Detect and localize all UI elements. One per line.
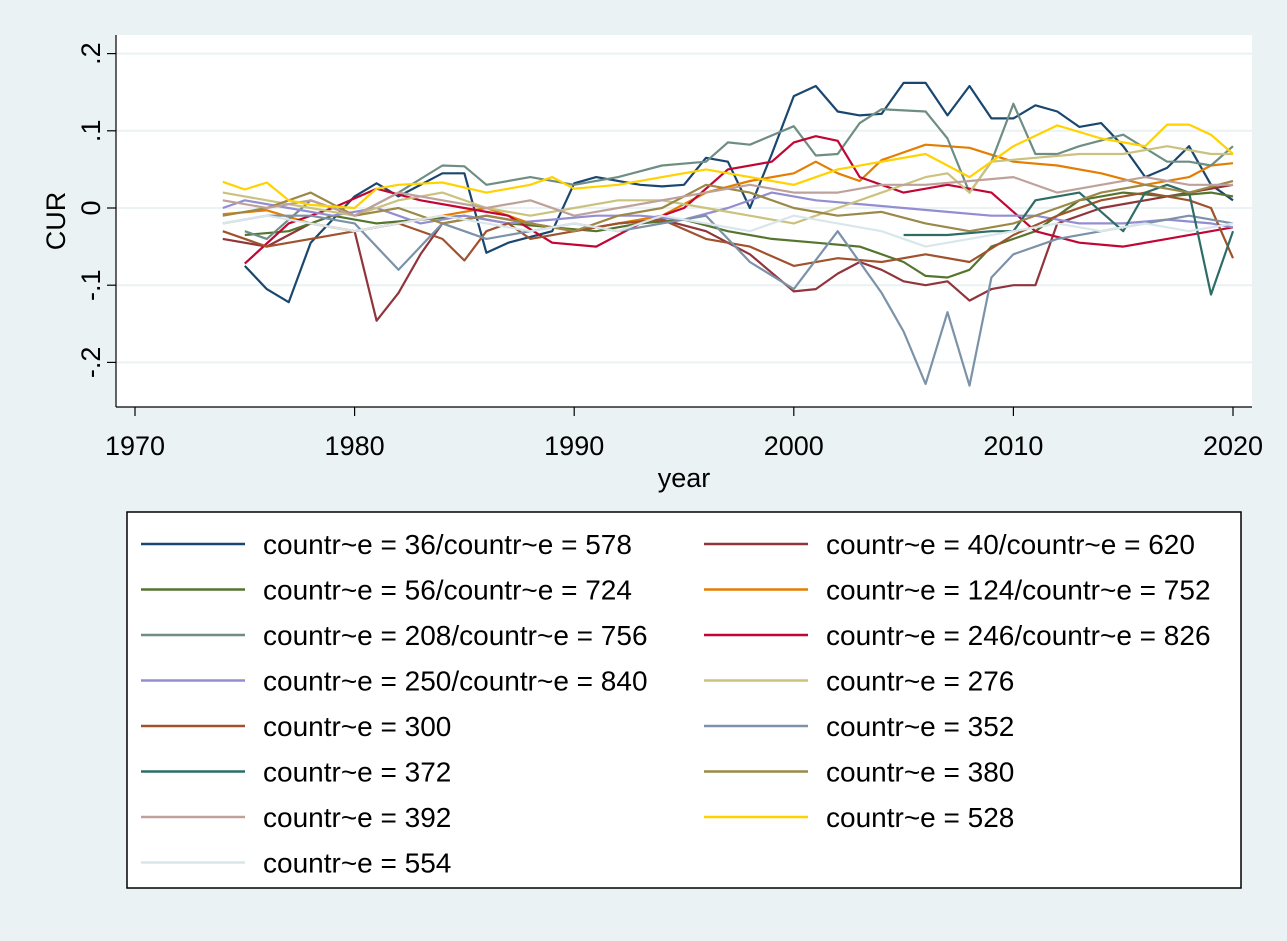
x-tick-label: 1990 [544, 431, 604, 461]
legend-label: countr~e = 528 [826, 802, 1014, 833]
series-line [903, 183, 1235, 296]
legend-label: countr~e = 208/countr~e = 756 [263, 620, 648, 651]
legend-label: countr~e = 56/countr~e = 724 [263, 575, 632, 606]
legend-label: countr~e = 246/countr~e = 826 [826, 620, 1211, 651]
legend-label: countr~e = 352 [826, 711, 1014, 742]
series-line [222, 176, 1233, 217]
legend-label: countr~e = 372 [263, 757, 451, 788]
series-line [222, 191, 1235, 267]
x-tick-label: 1970 [105, 431, 165, 461]
y-tick-label: .2 [76, 42, 106, 65]
series-line [222, 123, 1234, 210]
x-tick-label: 2010 [983, 431, 1043, 461]
y-tick-label: -.2 [76, 347, 106, 379]
legend-label: countr~e = 124/countr~e = 752 [826, 575, 1211, 606]
legend-label: countr~e = 276 [826, 666, 1014, 697]
legend-label: countr~e = 380 [826, 757, 1014, 788]
legend-label: countr~e = 300 [263, 711, 451, 742]
x-tick-label: 2020 [1203, 431, 1263, 461]
legend: countr~e = 36/countr~e = 578 countr~e = 4… [141, 529, 1211, 879]
y-tick-label: 0 [76, 200, 106, 215]
legend-label: countr~e = 554 [263, 848, 451, 879]
series-line [244, 102, 1234, 240]
y-tick-label: -.1 [76, 269, 106, 301]
x-ticks: 1970 1980 1990 2000 2010 2020 [105, 407, 1263, 461]
legend-label: countr~e = 40/countr~e = 620 [826, 529, 1195, 560]
x-tick-label: 2000 [764, 431, 824, 461]
legend-label: countr~e = 36/countr~e = 578 [263, 529, 632, 560]
x-axis-title: year [658, 463, 711, 493]
y-tick-label: .1 [76, 120, 106, 143]
legend-box [126, 511, 1242, 889]
y-axis-title: CUR [41, 192, 71, 251]
series-line [222, 214, 1234, 387]
series-line [244, 135, 1234, 265]
series-lines [222, 81, 1235, 387]
axes [115, 35, 1252, 408]
series-line [244, 81, 1234, 304]
y-ticks: -.2 -.1 0 .1 .2 [76, 42, 116, 378]
legend-label: countr~e = 392 [263, 802, 451, 833]
x-tick-label: 1980 [325, 431, 385, 461]
series-line [222, 214, 1234, 248]
series-line [222, 145, 1233, 225]
series-line [222, 183, 1234, 322]
legend-label: countr~e = 250/countr~e = 840 [263, 666, 648, 697]
